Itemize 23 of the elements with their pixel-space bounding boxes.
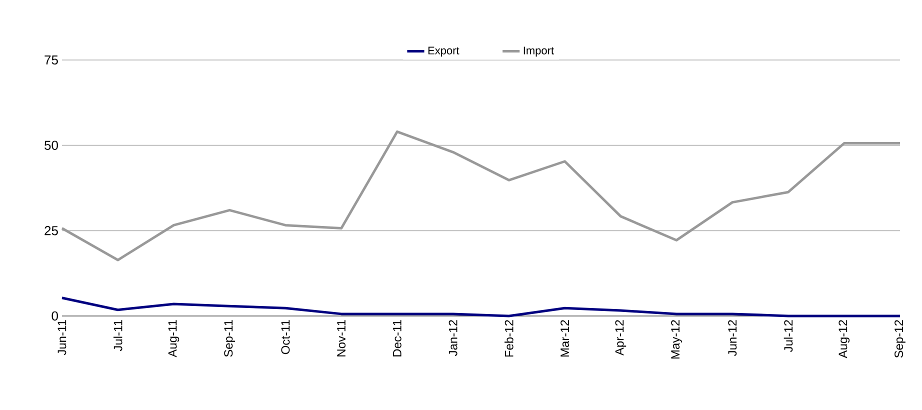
line-series <box>60 130 902 262</box>
y-tick-label: 25 <box>44 226 58 236</box>
x-tick-label: Jul-11 <box>113 320 122 352</box>
x-tick-label: Jul-12 <box>784 320 793 352</box>
x-tick-label: Mar-12 <box>560 320 570 357</box>
y-tick-label: 50 <box>44 140 58 150</box>
x-tick-label: Jun-12 <box>728 320 737 356</box>
x-tick-label: Nov-11 <box>337 320 346 356</box>
x-tick-label: Aug-12 <box>838 320 850 358</box>
legend-label: Import <box>524 46 554 57</box>
x-tick-label: Aug-11 <box>168 320 180 358</box>
x-tick-label: Dec-11 <box>393 320 402 356</box>
x-tick-label: Oct-11 <box>281 320 290 354</box>
x-tick-label: May-12 <box>671 320 682 359</box>
x-tick-label: Sep-12 <box>894 320 906 358</box>
x-tick-label: Jun-11 <box>58 320 66 356</box>
x-tick-label: Feb-12 <box>504 320 514 357</box>
x-tick-label: Jan-12 <box>448 320 458 356</box>
x-tick-label: Sep-11 <box>224 320 236 357</box>
y-tick-label: 75 <box>44 55 58 65</box>
y-tick-label: 0 <box>52 311 58 321</box>
x-tick-label: Apr-12 <box>615 320 626 356</box>
legend-label: Export <box>428 46 460 57</box>
